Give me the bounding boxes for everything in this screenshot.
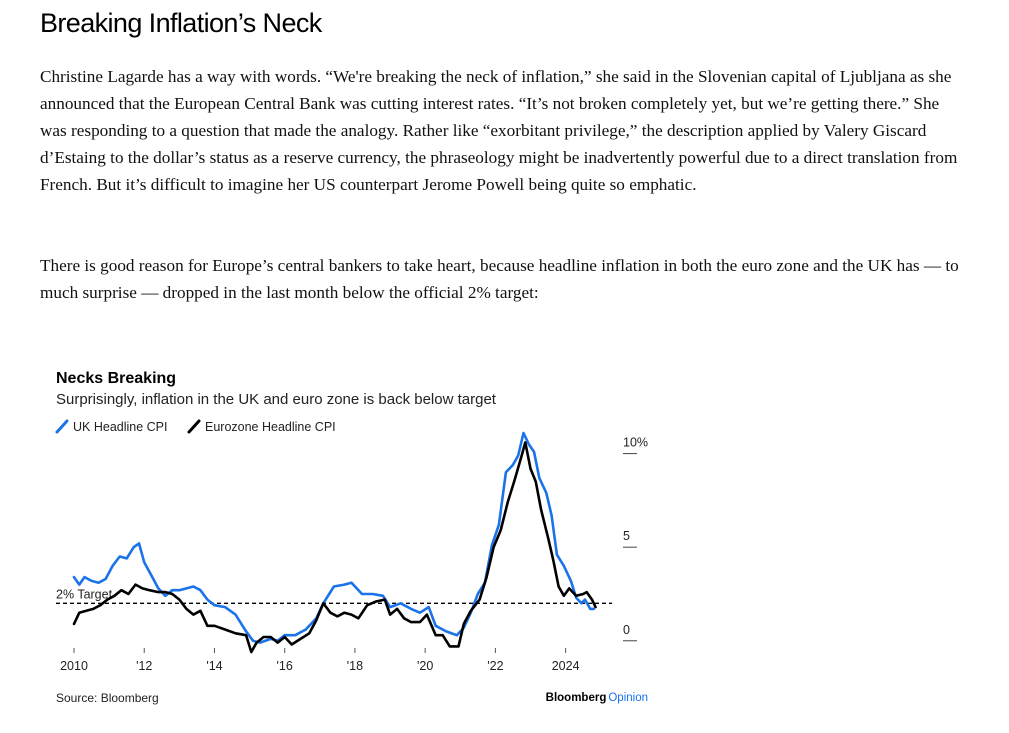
legend-label-uk: UK Headline CPI [73, 420, 168, 434]
uk-cpi-line [72, 431, 595, 644]
y-tick-label: 0 [623, 623, 630, 637]
legend-swatch-eurozone [187, 419, 201, 434]
x-tick-label: 2010 [60, 659, 88, 673]
article-headline: Breaking Inflation’s Neck [40, 8, 322, 38]
x-tick-label: '16 [277, 659, 293, 673]
x-tick-label: '14 [206, 659, 222, 673]
y-tick-label: 10% [623, 436, 648, 450]
logo-brand: Bloomberg [546, 692, 607, 704]
article-paragraph: There is good reason for Europe’s centra… [40, 256, 959, 302]
y-tick-label: 5 [623, 529, 630, 543]
chart-subtitle: Surprisingly, inflation in the UK and eu… [56, 391, 497, 408]
plot-area: 2010 '12 '14 '16 '18 '20 '22 2024 10% 5 0 2% Target [56, 431, 648, 673]
chart-source: Source: Bloomberg [56, 691, 159, 705]
chart-title: Necks Breaking [56, 370, 176, 387]
target-reference-label: 2% Target [56, 587, 113, 601]
bloomberg-opinion-logo: Bloomberg Opinion [546, 692, 648, 704]
x-tick-label: '20 [417, 659, 433, 673]
article-paragraph: Christine Lagarde has a way with words. … [40, 67, 958, 194]
legend-swatch-uk [55, 419, 69, 434]
x-tick-label: '22 [487, 659, 503, 673]
x-tick-label: '18 [347, 659, 363, 673]
logo-suffix: Opinion [608, 692, 648, 704]
legend-label-eurozone: Eurozone Headline CPI [205, 420, 336, 434]
chart-legend: UK Headline CPI Eurozone Headline CPI [55, 419, 336, 434]
x-tick-label: '12 [136, 659, 152, 673]
x-tick-label: 2024 [552, 659, 580, 673]
eurozone-cpi-line [72, 441, 597, 654]
